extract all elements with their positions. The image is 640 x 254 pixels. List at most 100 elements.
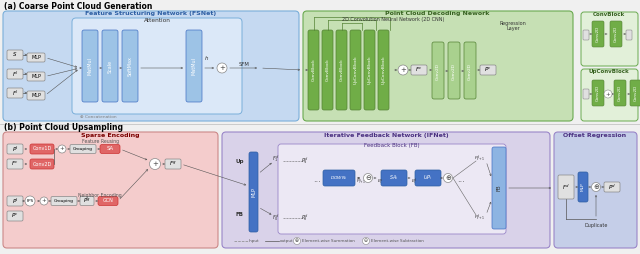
FancyBboxPatch shape	[592, 21, 604, 47]
Circle shape	[604, 90, 612, 98]
Text: MLP: MLP	[581, 183, 585, 191]
Text: UpConvBlock: UpConvBlock	[367, 56, 371, 84]
FancyBboxPatch shape	[415, 170, 441, 186]
FancyBboxPatch shape	[604, 182, 620, 192]
Text: $UP_i$: $UP_i$	[423, 173, 433, 182]
Circle shape	[591, 183, 600, 192]
Circle shape	[150, 158, 161, 169]
Text: Offset Regression: Offset Regression	[563, 133, 627, 137]
Text: Conv2D: Conv2D	[634, 85, 638, 101]
Text: $F^d$: $F^d$	[562, 182, 570, 192]
Text: ⊕: ⊕	[593, 184, 599, 190]
FancyBboxPatch shape	[592, 80, 604, 106]
Text: ⊖: ⊖	[365, 175, 371, 181]
FancyBboxPatch shape	[30, 159, 54, 169]
Text: ⊕ Concatenation: ⊕ Concatenation	[80, 115, 116, 119]
Text: FPS: FPS	[26, 199, 33, 203]
Text: MLP: MLP	[31, 74, 41, 79]
FancyBboxPatch shape	[249, 152, 258, 232]
FancyBboxPatch shape	[98, 197, 118, 205]
FancyBboxPatch shape	[51, 197, 77, 205]
Text: Element-wise Subtraction: Element-wise Subtraction	[371, 239, 424, 243]
Text: MatMul: MatMul	[191, 57, 196, 75]
Text: UpConvBlock: UpConvBlock	[353, 56, 358, 84]
Text: +: +	[605, 91, 611, 97]
Text: $F_{t+1}^d$: $F_{t+1}^d$	[474, 154, 486, 164]
Text: SoftMax: SoftMax	[127, 56, 132, 76]
Text: $F^g$: $F^g$	[169, 160, 177, 168]
Text: $F_0^d$: $F_0^d$	[273, 213, 280, 224]
Text: $E_i^u$: $E_i^u$	[377, 177, 383, 187]
Text: h: h	[205, 56, 209, 61]
Text: Feedback Block (FB): Feedback Block (FB)	[364, 144, 420, 149]
Circle shape	[398, 65, 408, 75]
Text: MLP: MLP	[31, 55, 41, 60]
Text: $P_1^d$: $P_1^d$	[301, 156, 308, 166]
Text: $P^l$: $P^l$	[12, 144, 19, 154]
Text: +: +	[152, 161, 158, 167]
FancyBboxPatch shape	[323, 170, 355, 186]
FancyBboxPatch shape	[7, 211, 23, 221]
FancyBboxPatch shape	[626, 30, 632, 40]
FancyBboxPatch shape	[364, 30, 375, 110]
Text: MLP: MLP	[251, 187, 256, 197]
Text: $P^c$: $P^c$	[11, 212, 19, 220]
Text: (a) Coarse Point Cloud Generation: (a) Coarse Point Cloud Generation	[4, 2, 152, 10]
Text: +: +	[42, 198, 46, 203]
Text: $F^c$: $F^c$	[415, 66, 423, 74]
Text: Conv2D: Conv2D	[436, 62, 440, 80]
FancyBboxPatch shape	[27, 53, 45, 62]
Text: Conv2D: Conv2D	[468, 62, 472, 80]
Text: $P^c$: $P^c$	[484, 66, 492, 74]
Text: SFM: SFM	[239, 61, 250, 67]
Text: ConvBlock: ConvBlock	[326, 59, 330, 81]
FancyBboxPatch shape	[27, 91, 45, 100]
Text: ConvBlock: ConvBlock	[593, 11, 625, 17]
Text: $DOWN_i$: $DOWN_i$	[330, 174, 348, 182]
Text: +: +	[219, 65, 225, 71]
FancyBboxPatch shape	[72, 18, 242, 114]
Text: $P^g$: $P^g$	[83, 197, 91, 205]
Text: MatMul: MatMul	[88, 57, 93, 75]
Text: $F_{t+1}^d$: $F_{t+1}^d$	[474, 213, 486, 223]
Text: ...: ...	[313, 174, 321, 183]
Circle shape	[217, 63, 227, 73]
Text: Conv2D: Conv2D	[596, 26, 600, 42]
Text: $F^l$: $F^l$	[12, 88, 19, 98]
Text: +: +	[60, 147, 65, 151]
Text: UpConvBlock: UpConvBlock	[589, 69, 629, 73]
FancyBboxPatch shape	[610, 21, 622, 47]
Text: Conv2D: Conv2D	[596, 85, 600, 101]
FancyBboxPatch shape	[7, 50, 23, 60]
FancyBboxPatch shape	[30, 144, 54, 154]
Text: (b) Point Cloud Upsampling: (b) Point Cloud Upsampling	[4, 122, 123, 132]
FancyBboxPatch shape	[448, 42, 460, 99]
Circle shape	[25, 196, 35, 206]
FancyBboxPatch shape	[378, 30, 389, 110]
FancyBboxPatch shape	[222, 132, 550, 248]
Text: MLP: MLP	[31, 93, 41, 98]
FancyBboxPatch shape	[102, 30, 118, 102]
Text: +: +	[400, 67, 406, 73]
Text: Neighbor Encoding: Neighbor Encoding	[78, 194, 122, 198]
Text: $P^l$: $P^l$	[12, 196, 19, 206]
FancyBboxPatch shape	[7, 196, 23, 206]
Text: Element-wise Summation: Element-wise Summation	[302, 239, 355, 243]
Text: Point Cloud Decoding Nework: Point Cloud Decoding Nework	[385, 10, 489, 15]
Circle shape	[364, 173, 372, 183]
Text: Up: Up	[236, 160, 244, 165]
FancyBboxPatch shape	[583, 30, 589, 40]
Text: Feature Reusing: Feature Reusing	[81, 138, 118, 144]
FancyBboxPatch shape	[492, 147, 506, 229]
Text: $F_{i+1}^u$: $F_{i+1}^u$	[356, 177, 366, 187]
Text: ⊕: ⊕	[445, 175, 451, 181]
Text: $F^c$: $F^c$	[11, 160, 19, 168]
Text: output: output	[280, 239, 294, 243]
FancyBboxPatch shape	[7, 144, 23, 154]
Text: ConvBlock: ConvBlock	[312, 59, 316, 81]
FancyBboxPatch shape	[27, 72, 45, 81]
Text: Conv2D: Conv2D	[33, 162, 52, 167]
Text: Sparse Encoding: Sparse Encoding	[81, 133, 140, 137]
Text: GCN: GCN	[102, 198, 113, 203]
FancyBboxPatch shape	[464, 42, 476, 99]
